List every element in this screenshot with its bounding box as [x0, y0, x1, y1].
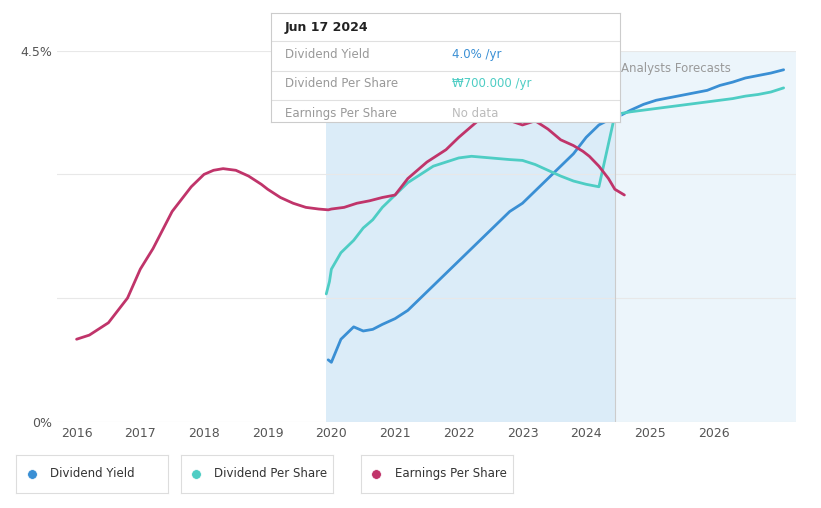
- Text: Earnings Per Share: Earnings Per Share: [395, 467, 507, 480]
- Text: Earnings Per Share: Earnings Per Share: [285, 107, 397, 119]
- Text: ₩700.000 /yr: ₩700.000 /yr: [452, 77, 532, 90]
- Bar: [615, 51, 796, 422]
- Text: Dividend Yield: Dividend Yield: [50, 467, 135, 480]
- Text: 4.0% /yr: 4.0% /yr: [452, 48, 502, 60]
- Text: Jun 17 2024: Jun 17 2024: [285, 21, 369, 35]
- Text: Dividend Yield: Dividend Yield: [285, 48, 369, 60]
- Text: Dividend Per Share: Dividend Per Share: [285, 77, 398, 90]
- Text: Dividend Per Share: Dividend Per Share: [214, 467, 327, 480]
- Text: Past: Past: [583, 62, 612, 75]
- Text: No data: No data: [452, 107, 498, 119]
- Text: Analysts Forecasts: Analysts Forecasts: [621, 62, 731, 75]
- Bar: [326, 51, 615, 422]
